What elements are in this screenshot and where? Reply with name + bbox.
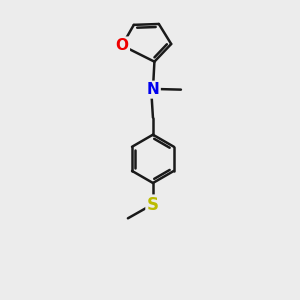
Text: S: S [147,196,159,214]
Text: N: N [147,82,159,97]
Text: O: O [116,38,128,53]
